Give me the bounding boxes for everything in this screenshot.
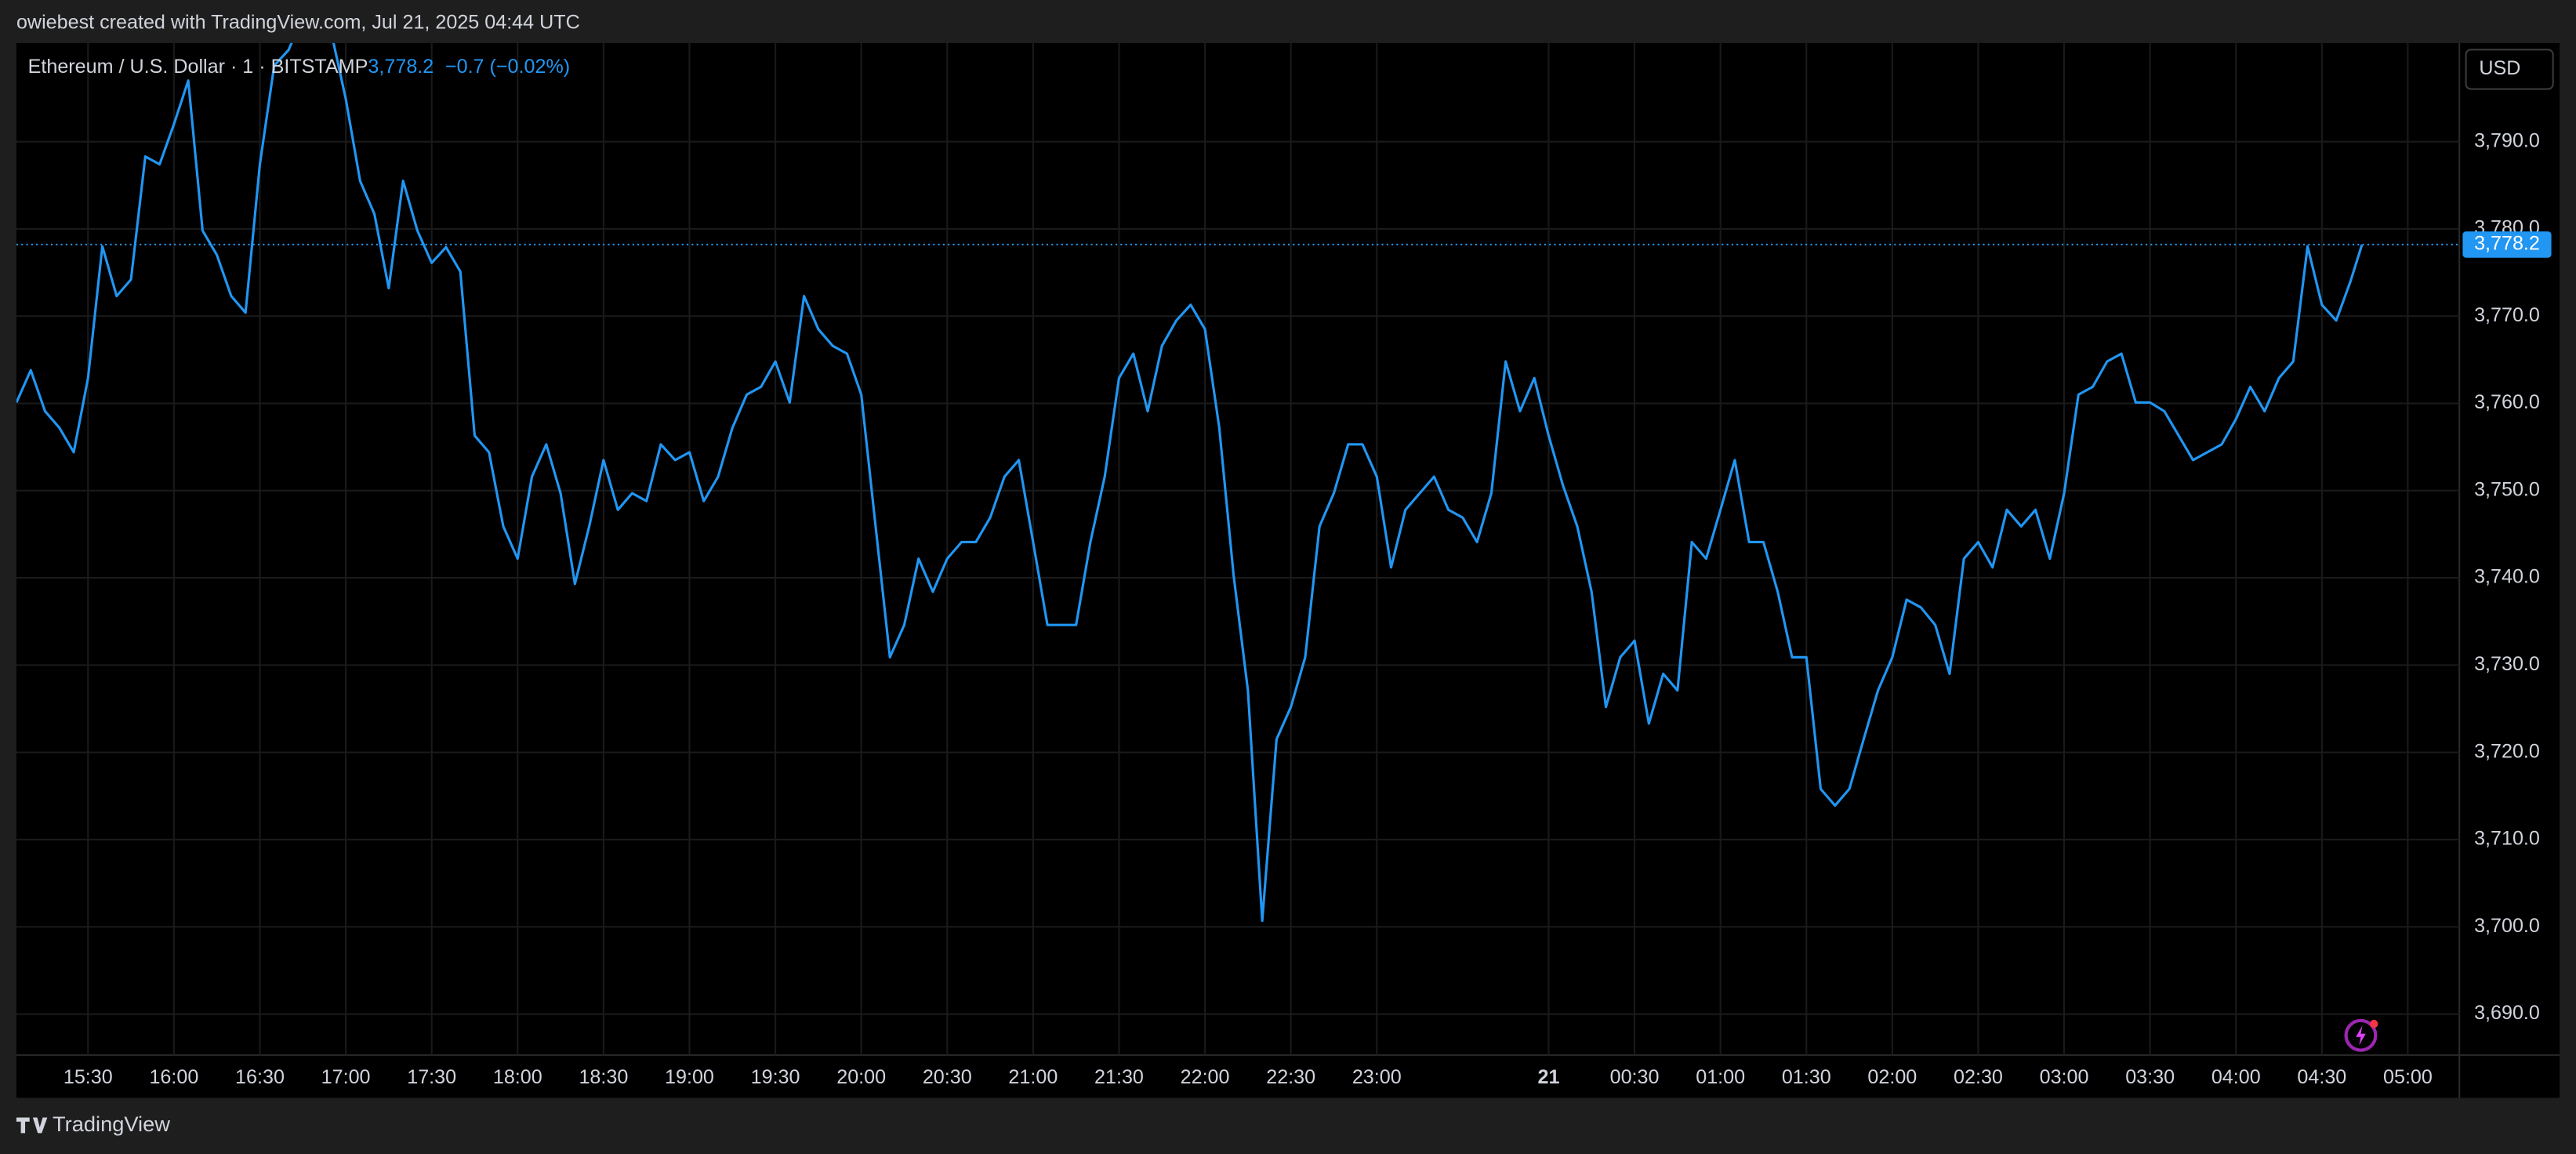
x-tick-label: 00:30 xyxy=(1610,1066,1660,1088)
y-tick-label: 3,740.0 xyxy=(2474,566,2540,588)
last-price-tag xyxy=(2462,231,2552,258)
x-tick-label: 22:00 xyxy=(1181,1066,1230,1088)
x-tick-label: 20:00 xyxy=(836,1066,886,1088)
x-tick-label: 18:30 xyxy=(579,1066,628,1088)
y-tick-label: 3,770.0 xyxy=(2474,304,2540,326)
x-tick-label: 17:30 xyxy=(407,1066,456,1088)
x-tick-label: 04:30 xyxy=(2297,1066,2346,1088)
x-tick-label: 21 xyxy=(1537,1066,1559,1088)
grid xyxy=(16,42,2460,1055)
y-tick-label: 3,710.0 xyxy=(2474,828,2540,850)
x-tick-label: 21:30 xyxy=(1094,1066,1144,1088)
y-tick-label: 3,760.0 xyxy=(2474,391,2540,413)
price-change: −0.7 (−0.02%) xyxy=(445,56,570,78)
x-tick-label: 01:30 xyxy=(1782,1066,1831,1088)
x-tick-label: 22:30 xyxy=(1266,1066,1315,1088)
axes: 15:30 16:00 16:30 17:00 17:30 18:00 18:30 19:00… xyxy=(63,129,2552,1088)
x-tick-label: 16:30 xyxy=(235,1066,285,1088)
y-tick-label: 3,790.0 xyxy=(2474,129,2540,151)
x-tick-label: 19:30 xyxy=(751,1066,800,1088)
last-price-tag-label: 3,778.2 xyxy=(2474,233,2540,255)
credit: owiebest created with TradingView.com, J… xyxy=(16,11,580,33)
x-tick-label: 01:00 xyxy=(1696,1066,1745,1088)
x-tick-label: 21:00 xyxy=(1008,1066,1058,1088)
y-tick-label: 3,730.0 xyxy=(2474,653,2540,675)
brand: TradingView xyxy=(53,1112,170,1136)
x-tick-label: 04:00 xyxy=(2211,1066,2261,1088)
x-tick-label: 02:30 xyxy=(1954,1066,2003,1088)
y-tick-label: 3,750.0 xyxy=(2474,478,2540,500)
price-line-series xyxy=(16,42,2364,923)
last-price: 3,778.2 xyxy=(368,56,434,78)
y-tick-label: 3,690.0 xyxy=(2474,1002,2540,1024)
x-tick-label: 05:00 xyxy=(2383,1066,2433,1088)
x-tick-label: 23:00 xyxy=(1352,1066,1402,1088)
x-tick-label: 03:30 xyxy=(2125,1066,2175,1088)
currency-button[interactable] xyxy=(2465,49,2554,90)
symbol-title: Ethereum / U.S. Dollar · 1 · BITSTAMP xyxy=(28,56,368,78)
x-tick-label: 02:00 xyxy=(1867,1066,1917,1088)
currency[interactable]: USD xyxy=(2479,57,2520,79)
alert-icon[interactable] xyxy=(2344,1018,2378,1052)
x-tick-label: 19:00 xyxy=(665,1066,714,1088)
tv-logo xyxy=(16,1117,48,1134)
y-tick-label: 3,720.0 xyxy=(2474,740,2540,762)
x-tick-label: 18:00 xyxy=(493,1066,542,1088)
x-tick-label: 16:00 xyxy=(149,1066,198,1088)
plot xyxy=(16,42,2460,923)
x-tick-label: 17:00 xyxy=(321,1066,371,1088)
chart-panel xyxy=(16,42,2560,1098)
x-tick-label: 03:00 xyxy=(2040,1066,2089,1088)
y-tick-label: 3,700.0 xyxy=(2474,915,2540,937)
x-tick-label: 20:30 xyxy=(923,1066,972,1088)
x-tick-label: 15:30 xyxy=(63,1066,113,1088)
